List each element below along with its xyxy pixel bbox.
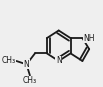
Text: CH₃: CH₃	[23, 76, 37, 85]
Text: N: N	[56, 56, 62, 66]
Text: CH₃: CH₃	[2, 56, 16, 66]
Text: NH: NH	[83, 34, 95, 43]
Text: N: N	[24, 60, 29, 69]
